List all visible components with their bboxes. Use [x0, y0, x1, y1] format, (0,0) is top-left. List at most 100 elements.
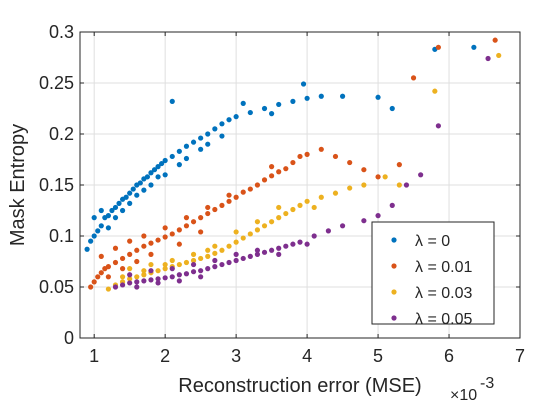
data-point: [435, 44, 441, 50]
data-point: [190, 219, 197, 225]
legend-label: λ = 0.01: [415, 259, 472, 276]
data-point: [205, 141, 211, 147]
data-point: [198, 146, 204, 152]
data-point: [283, 243, 289, 249]
data-point: [382, 174, 388, 180]
data-point: [119, 282, 126, 288]
data-point: [141, 272, 147, 278]
y-tick-label: 0.25: [39, 73, 74, 93]
data-point: [176, 241, 182, 247]
data-point: [276, 245, 282, 251]
x-axis-exponent-power: -3: [480, 375, 494, 392]
data-point: [105, 213, 111, 219]
legend-marker: [391, 263, 397, 269]
data-point: [276, 204, 282, 211]
series-0: [84, 44, 477, 252]
x-tick-label: 7: [515, 346, 525, 366]
data-point: [190, 269, 197, 275]
data-point: [332, 190, 339, 196]
data-point: [198, 229, 204, 235]
data-point: [254, 247, 261, 253]
data-point: [127, 276, 133, 282]
data-point: [127, 190, 133, 196]
data-point: [183, 259, 190, 266]
data-point: [155, 237, 161, 243]
x-tick-label: 2: [160, 346, 170, 366]
data-point: [219, 247, 225, 253]
data-point: [233, 251, 239, 257]
legend-label: λ = 0.03: [415, 285, 472, 302]
data-point: [116, 200, 122, 206]
data-point: [347, 159, 353, 166]
data-point: [485, 55, 491, 62]
data-point: [176, 227, 182, 233]
data-point: [155, 280, 161, 286]
data-point: [247, 231, 253, 237]
data-point: [276, 251, 282, 257]
data-point: [148, 182, 154, 188]
data-point: [300, 81, 307, 87]
data-point: [127, 238, 133, 244]
data-point: [141, 278, 147, 284]
data-point: [112, 259, 119, 266]
data-point: [155, 276, 161, 282]
data-point: [159, 160, 165, 167]
data-point: [141, 268, 147, 274]
data-point: [212, 243, 218, 249]
data-point: [269, 173, 275, 179]
data-point: [176, 162, 182, 168]
data-point: [105, 264, 111, 270]
data-point: [269, 247, 275, 253]
data-point: [148, 170, 154, 176]
data-point: [290, 159, 296, 166]
data-point: [226, 259, 232, 266]
data-point: [233, 114, 239, 120]
data-point: [205, 210, 211, 217]
data-point: [127, 200, 133, 206]
data-point: [375, 213, 381, 219]
data-point: [297, 239, 303, 245]
data-point: [95, 228, 101, 234]
data-point: [155, 268, 161, 274]
data-point: [137, 180, 143, 186]
data-point: [112, 245, 119, 251]
data-point: [183, 271, 190, 277]
data-point: [198, 274, 204, 280]
data-point: [205, 204, 211, 211]
data-point: [162, 225, 168, 231]
data-point: [297, 202, 303, 208]
data-point: [318, 93, 324, 99]
series-3: [112, 55, 491, 290]
data-point: [276, 101, 282, 108]
x-tick-label: 6: [444, 346, 454, 366]
series-2: [105, 52, 502, 292]
legend-label: λ = 0.05: [415, 311, 472, 328]
data-point: [361, 182, 367, 188]
x-tick-label: 3: [231, 346, 241, 366]
tick-labels: 1 2 3 4 5 6 7 0 0.05 0.1 0.15 0.2 0.25 0.3: [39, 22, 525, 366]
data-point: [105, 286, 111, 292]
data-point: [339, 93, 346, 99]
data-point: [155, 164, 161, 170]
data-point: [226, 192, 232, 198]
y-tick-label: 0.3: [49, 22, 74, 42]
data-points: [84, 37, 502, 292]
data-point: [276, 169, 282, 175]
data-point: [134, 284, 140, 290]
data-point: [403, 182, 410, 188]
data-point: [435, 123, 441, 129]
data-point: [112, 215, 119, 221]
data-point: [134, 192, 140, 198]
legend-label: λ = 0: [415, 233, 450, 250]
data-point: [98, 223, 104, 229]
series-1: [88, 37, 498, 290]
data-point: [304, 241, 310, 247]
data-point: [176, 278, 182, 284]
data-point: [162, 157, 168, 164]
data-point: [190, 139, 197, 145]
data-point: [212, 257, 218, 264]
data-point: [198, 215, 204, 221]
data-point: [105, 225, 111, 231]
data-point: [198, 255, 204, 262]
data-point: [190, 257, 197, 264]
